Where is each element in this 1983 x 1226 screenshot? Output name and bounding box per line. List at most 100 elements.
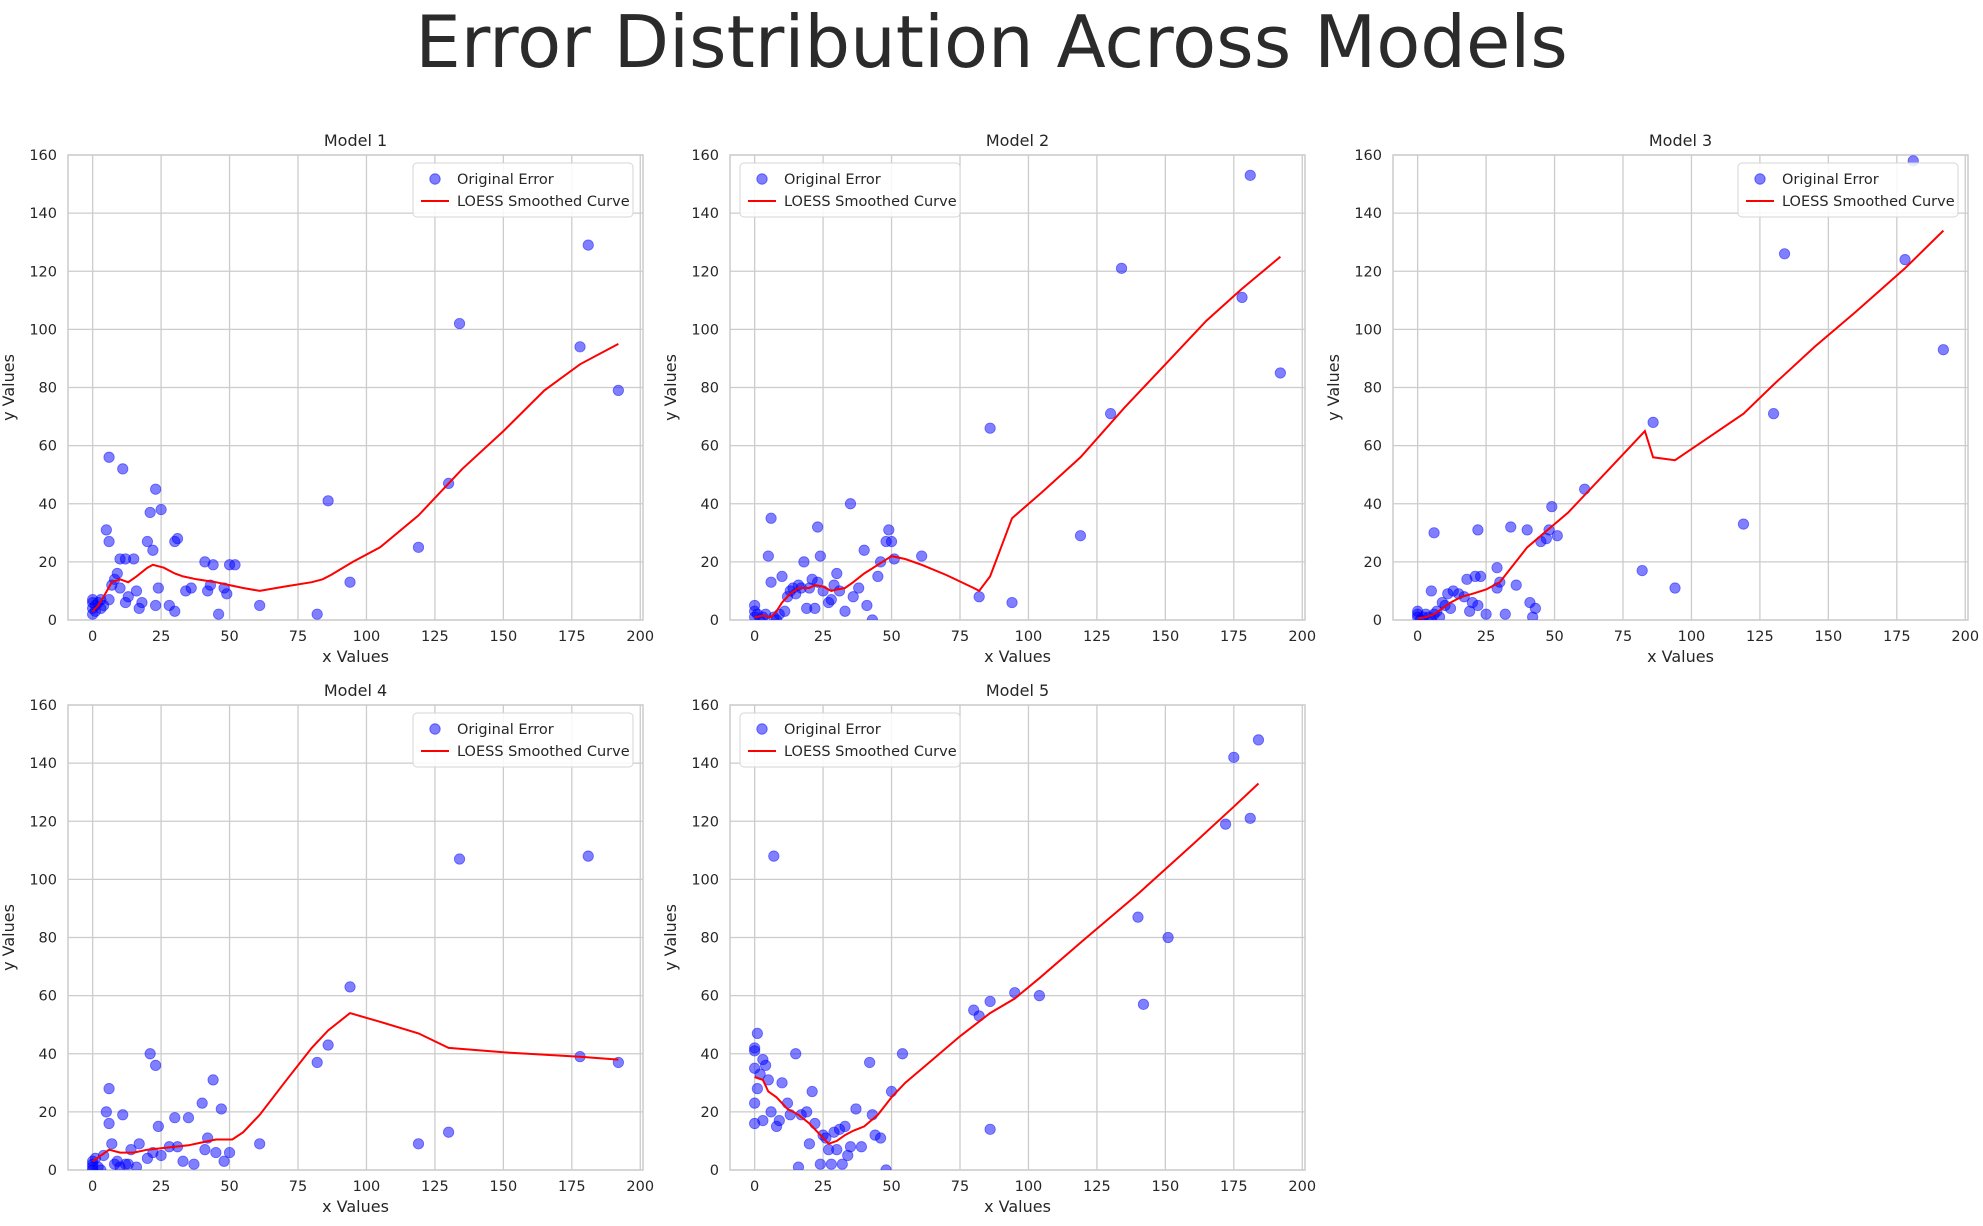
y-tick-label: 60: [701, 439, 719, 455]
scatter-point: [229, 559, 241, 571]
legend-marker-scatter: [429, 723, 441, 735]
scatter-point: [812, 521, 824, 533]
x-tick-label: 100: [1015, 629, 1043, 645]
scatter-point: [322, 495, 334, 507]
scatter-point: [344, 576, 356, 588]
x-tick-label: 75: [289, 629, 307, 645]
scatter-point: [147, 544, 159, 556]
scatter-point: [749, 1042, 761, 1054]
y-tick-label: 100: [691, 872, 719, 888]
x-tick-label: 25: [1477, 629, 1495, 645]
loess-curve: [754, 782, 1260, 1145]
panel-title: Model 4: [324, 681, 387, 700]
scatter-point: [144, 1048, 156, 1060]
scatter-point: [1115, 262, 1128, 274]
scatter-point: [117, 1109, 129, 1121]
scatter-point: [1433, 611, 1446, 620]
scatter-point: [855, 1141, 868, 1153]
legend-label-scatter: Original Error: [1782, 172, 1879, 188]
x-tick-label: 25: [814, 1179, 832, 1195]
y-tick-label: 40: [701, 497, 719, 513]
scatter-point: [825, 594, 837, 606]
scatter-point: [188, 1158, 200, 1170]
scatter-point: [171, 533, 184, 545]
x-tick-label: 175: [1220, 1179, 1248, 1195]
scatter-point: [612, 384, 624, 397]
scatter-point: [1472, 524, 1484, 536]
scatter-point: [212, 608, 225, 620]
legend-label-line: LOESS Smoothed Curve: [784, 194, 957, 210]
data-layer: [87, 850, 624, 1170]
x-axis-label: x Values: [1647, 647, 1714, 666]
scatter-point: [95, 1164, 107, 1170]
scatter-point: [144, 506, 156, 519]
scatter-point: [858, 544, 870, 556]
scatter-point: [1006, 596, 1018, 609]
y-tick-label: 160: [29, 148, 57, 164]
scatter-point: [1669, 582, 1681, 594]
panel-title: Model 5: [986, 681, 1049, 700]
axes-frame: [729, 154, 1306, 621]
y-tick-label: 80: [39, 381, 57, 397]
y-tick-label: 80: [701, 931, 719, 947]
y-tick-label: 60: [39, 989, 57, 1005]
legend-box: [412, 162, 634, 218]
scatter-point: [322, 1039, 334, 1051]
scatter-point: [582, 239, 594, 251]
scatter-point: [836, 1158, 848, 1170]
scatter-point: [215, 1103, 227, 1115]
scatter-point: [311, 1056, 323, 1069]
scatter-point: [1937, 344, 1949, 356]
scatter-point: [103, 535, 115, 548]
legend-box: [1737, 162, 1959, 218]
y-tick-label: 20: [1364, 555, 1382, 571]
y-tick-label: 160: [1354, 148, 1382, 164]
scatter-point: [809, 1117, 821, 1130]
scatter-point: [210, 1146, 222, 1159]
x-tick-label: 150: [1152, 1179, 1180, 1195]
x-axis-label: x Values: [984, 1197, 1051, 1216]
scatter-point: [169, 1112, 181, 1124]
x-tick-label: 175: [558, 629, 586, 645]
x-tick-label: 50: [1545, 629, 1563, 645]
x-tick-label: 150: [490, 629, 518, 645]
x-axis-label: x Values: [322, 647, 389, 666]
y-tick-label: 0: [710, 613, 719, 629]
scatter-point: [1546, 501, 1558, 513]
panel-title: Model 3: [1649, 131, 1712, 150]
scatter-point: [973, 591, 985, 603]
scatter-point: [1228, 751, 1240, 763]
x-tick-label: 125: [1083, 1179, 1111, 1195]
scatter-point: [221, 588, 233, 600]
y-axis-label: y Values: [0, 904, 18, 971]
scatter-point: [751, 1083, 763, 1095]
scatter-point: [150, 1059, 162, 1071]
y-tick-label: 120: [691, 814, 719, 830]
scatter-point: [412, 1138, 425, 1150]
y-tick-label: 0: [48, 613, 57, 629]
y-axis-label: y Values: [661, 354, 680, 421]
axes-frame: [1392, 154, 1969, 621]
scatter-point: [762, 550, 774, 562]
x-tick-label: 50: [882, 629, 900, 645]
loess-curve: [754, 255, 1282, 619]
scatter-point: [152, 582, 164, 594]
x-axis-label: x Values: [984, 647, 1051, 666]
scatter-point: [844, 1141, 857, 1153]
scatter-point: [254, 1138, 266, 1150]
x-tick-label: 50: [220, 629, 238, 645]
scatter-point: [814, 550, 826, 562]
scatter-point: [1252, 734, 1265, 746]
scatter-point: [453, 317, 466, 330]
scatter-point: [103, 1117, 115, 1130]
scatter-point: [150, 483, 162, 495]
legend-box: [739, 162, 961, 218]
scatter-point: [765, 512, 777, 524]
y-tick-label: 140: [1354, 206, 1382, 222]
x-tick-label: 125: [421, 629, 449, 645]
scatter-point: [136, 596, 148, 609]
scatter-point: [254, 599, 266, 612]
y-tick-label: 0: [48, 1163, 57, 1179]
scatter-point: [1579, 483, 1591, 495]
y-tick-label: 20: [701, 1105, 719, 1121]
